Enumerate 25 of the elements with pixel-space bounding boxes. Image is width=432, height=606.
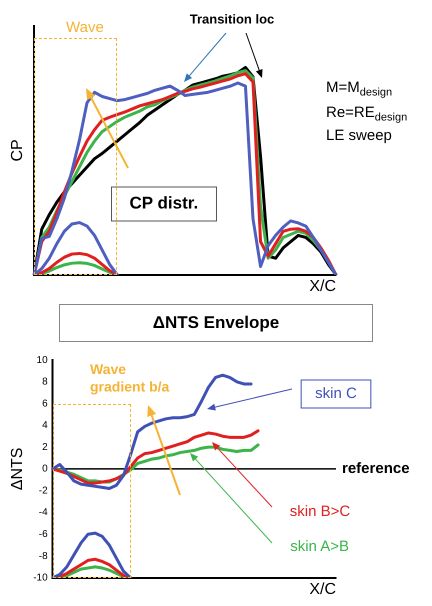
y-tick-label: -6 xyxy=(38,528,48,540)
text: Transition loc xyxy=(190,12,274,27)
annotation: CP distr. xyxy=(130,194,198,213)
text: skin A>B xyxy=(290,538,349,556)
x-axis-title: X/C xyxy=(309,278,336,295)
y-tick-label: 8 xyxy=(42,376,48,388)
chart-title: ΔNTS Envelope xyxy=(59,304,373,342)
annotation: LE sweep xyxy=(326,127,392,144)
y-tick-label: -4 xyxy=(38,507,48,518)
ref-line-label: reference xyxy=(342,460,410,478)
x-axis-title: X/C xyxy=(309,580,336,598)
text: skin B>C xyxy=(290,503,350,520)
text: skin C xyxy=(315,385,358,402)
y-tick-label: 4 xyxy=(42,420,48,432)
y-tick-label: 10 xyxy=(36,354,48,366)
y-axis-title: ΔNTS xyxy=(9,448,26,490)
y-tick-label: 6 xyxy=(42,398,48,410)
y-tick-label: -8 xyxy=(38,550,48,562)
y-tick-label: -2 xyxy=(38,485,48,496)
annotation: Wave gradient b/a xyxy=(90,360,170,394)
y-axis-title: CP xyxy=(9,139,26,162)
y-tick-label: -10 xyxy=(33,572,48,584)
text: Wave xyxy=(66,19,104,36)
y-tick-label: 2 xyxy=(42,442,48,453)
y-tick-label: 0 xyxy=(42,464,48,475)
